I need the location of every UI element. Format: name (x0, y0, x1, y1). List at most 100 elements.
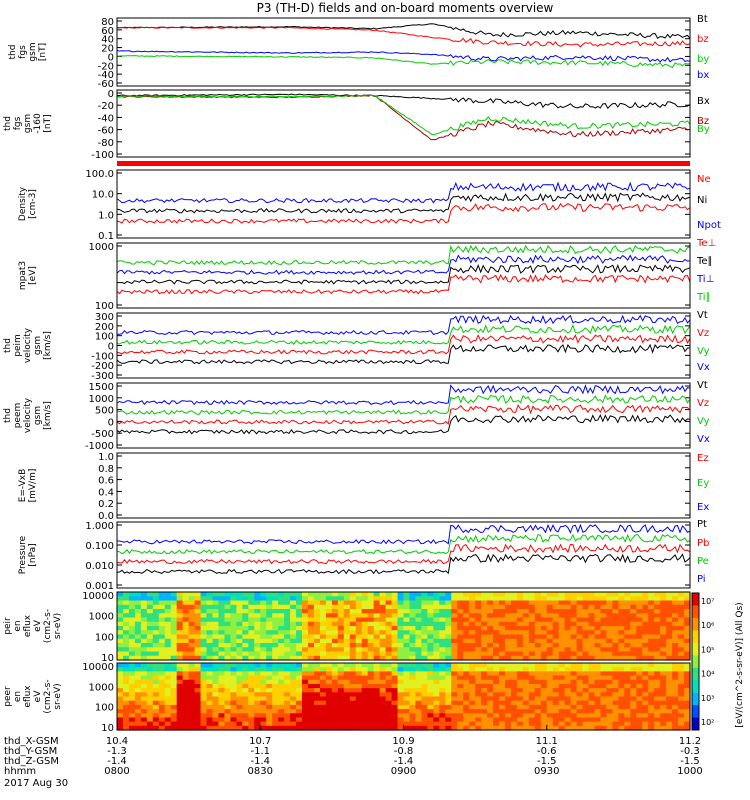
heatmap-cell (612, 709, 619, 714)
heatmap-cell (218, 626, 226, 631)
heatmap-cell (546, 592, 554, 597)
heatmap-cell (361, 643, 369, 648)
heatmap-cell (403, 604, 411, 610)
heatmap-cell (600, 675, 608, 681)
heatmap-cell (361, 683, 369, 689)
heatmap-cell (594, 655, 602, 661)
heatmap-cell (636, 643, 643, 648)
heatmap-cell (367, 725, 375, 731)
heatmap-cell (678, 721, 685, 727)
heatmap-cell (337, 613, 345, 619)
heatmap-cell (624, 663, 631, 668)
heatmap-cell (164, 688, 172, 693)
heatmap-cell (600, 643, 608, 648)
heatmap-cell (361, 675, 369, 681)
heatmap-cell (284, 592, 291, 597)
heatmap-cell (534, 647, 542, 653)
heatmap-cell (487, 713, 494, 719)
heatmap-cell (433, 592, 440, 597)
heatmap-cell (355, 604, 363, 610)
heatmap-cell (510, 700, 518, 706)
heatmap-cell (230, 663, 237, 668)
heatmap-cell (254, 683, 261, 689)
heatmap-cell (654, 613, 661, 619)
heatmap-cell (308, 667, 315, 672)
heatmap-cell (427, 696, 434, 702)
heatmap-cell (367, 592, 375, 597)
heatmap-cell (242, 643, 249, 648)
heatmap-cell (224, 626, 232, 631)
heatmap-cell (475, 663, 482, 668)
heatmap-cell (522, 655, 530, 661)
heatmap-cell (445, 634, 452, 640)
heatmap-cell (606, 692, 614, 698)
heatmap-cell (582, 688, 590, 693)
heatmap-cell (678, 596, 685, 602)
heatmap-cell (672, 621, 679, 627)
heatmap-cell (684, 626, 691, 631)
heatmap-cell (152, 713, 160, 719)
heatmap-cell (308, 655, 315, 661)
heatmap-cell (236, 671, 243, 677)
heatmap-cell (552, 696, 560, 702)
heatmap-cell (504, 688, 512, 693)
heatmap-cell (576, 696, 584, 702)
heatmap-cell (254, 630, 261, 636)
heatmap-cell (534, 663, 542, 668)
heatmap-cell (182, 663, 190, 668)
heatmap-cell (421, 721, 428, 727)
heatmap-cell (624, 592, 631, 597)
heatmap-cell (534, 626, 542, 631)
heatmap-cell (164, 613, 172, 619)
heatmap-cell (648, 651, 655, 657)
heatmap-cell (403, 596, 411, 602)
heatmap-cell (248, 692, 255, 698)
heatmap-cell (391, 696, 399, 702)
y-tick-label: -1000 (85, 441, 114, 452)
heatmap-cell (421, 671, 428, 677)
heatmap-cell (224, 651, 232, 657)
heatmap-cell (606, 704, 614, 710)
heatmap-cell (528, 696, 536, 702)
heatmap-cell (218, 692, 226, 698)
ephemeris-value: 11.2 (679, 736, 701, 747)
heatmap-cell (266, 613, 273, 619)
heatmap-cell (170, 721, 178, 727)
heatmap-cell (451, 713, 458, 719)
y-tick-label: 0.8 (98, 464, 114, 475)
heatmap-cell (242, 617, 249, 623)
heatmap-cell (158, 651, 166, 657)
heatmap-cell (570, 609, 578, 614)
heatmap-cell (516, 630, 524, 636)
heatmap-cell (397, 704, 405, 710)
heatmap-cell (361, 655, 369, 661)
heatmap-cell (582, 700, 590, 706)
heatmap-cell (648, 683, 655, 689)
heatmap-cell (427, 700, 434, 706)
heatmap-cell (391, 617, 399, 623)
heatmap-cell (242, 651, 249, 657)
heatmap-cell (445, 675, 452, 681)
heatmap-cell (313, 626, 321, 631)
heatmap-cell (510, 675, 518, 681)
heatmap-cell (212, 638, 220, 644)
heatmap-cell (481, 630, 488, 636)
heatmap-cell (522, 604, 530, 610)
heatmap-cell (367, 647, 375, 653)
series-peem_velocity-Vt (116, 414, 691, 435)
heatmap-cell (188, 700, 196, 706)
heatmap-cell (552, 725, 560, 731)
heatmap-cell (672, 700, 679, 706)
heatmap-cell (176, 643, 184, 648)
heatmap-cell (290, 621, 297, 627)
heatmap-cell (128, 663, 136, 668)
panel-peem_velocity-ylabel: thdpeemvelocitygsm[km/s] (3, 397, 53, 433)
heatmap-cell (678, 609, 685, 614)
heatmap-cell (463, 679, 470, 685)
heatmap-cell (642, 630, 649, 636)
heatmap-cell (516, 600, 524, 606)
heatmap-cell (660, 717, 667, 723)
heatmap-cell (642, 634, 649, 640)
heatmap-cell (218, 709, 226, 714)
heatmap-cell (349, 675, 357, 681)
